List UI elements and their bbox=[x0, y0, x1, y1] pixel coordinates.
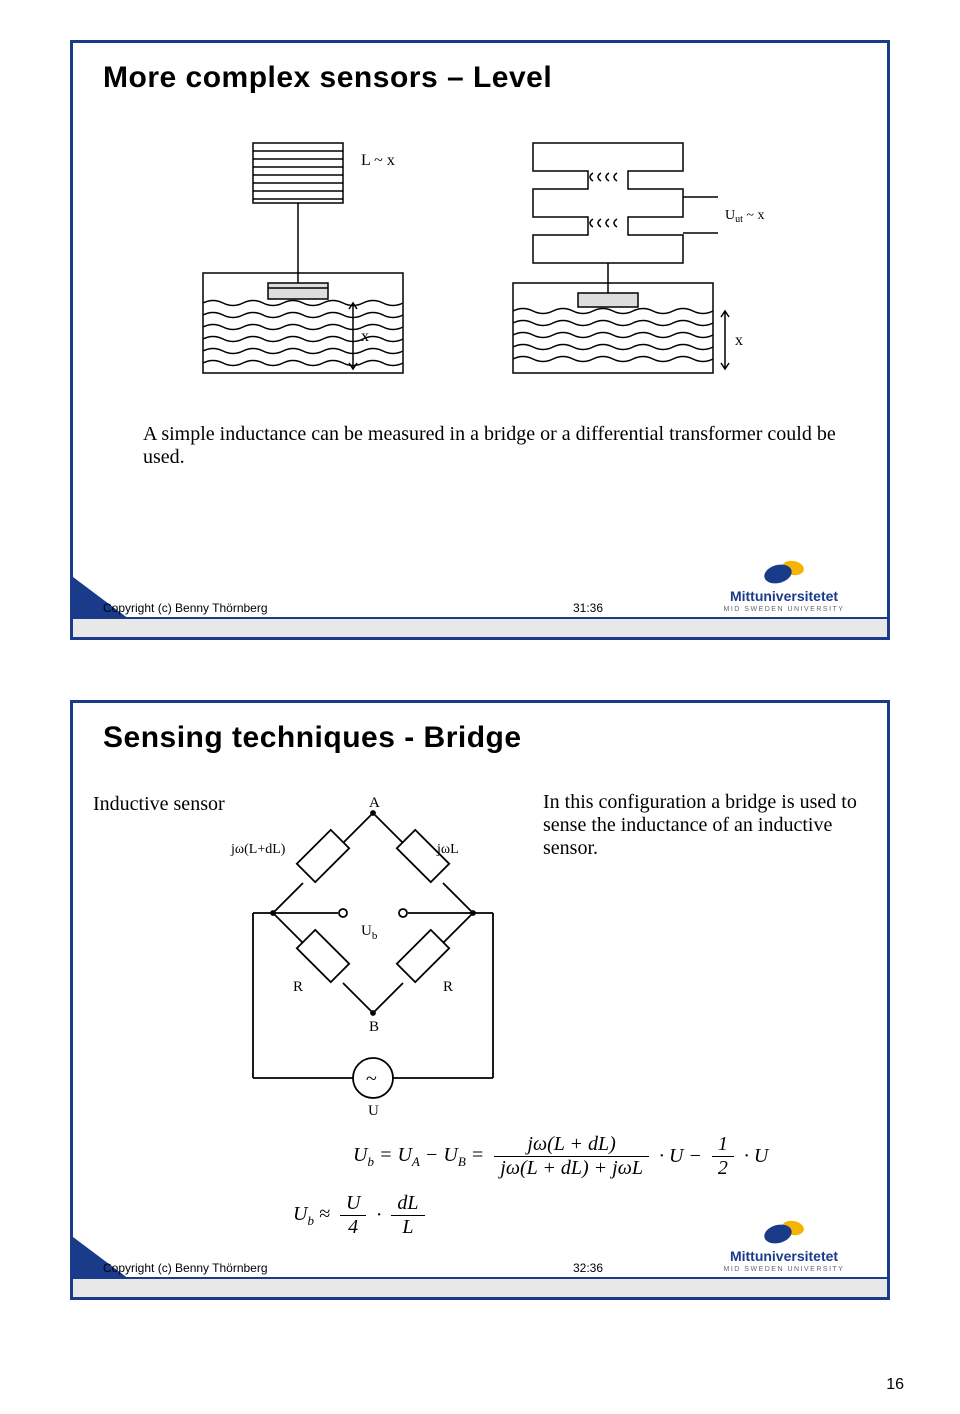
pagenum-2: 32:36 bbox=[573, 1261, 603, 1275]
pagenum-1: 31:36 bbox=[573, 601, 603, 615]
logo-name-1: Mittuniversitetet bbox=[699, 589, 869, 603]
eq2-mid: · bbox=[376, 1204, 381, 1227]
eq2-frac-2-num: dL bbox=[391, 1192, 424, 1215]
slide-1-figure: L ~ x x bbox=[173, 133, 773, 393]
footer-bar-1 bbox=[73, 617, 887, 637]
svg-text:Ub: Ub bbox=[361, 923, 378, 942]
x-label-left: x bbox=[361, 328, 369, 345]
eq2-frac-1-den: 4 bbox=[342, 1216, 364, 1239]
eq2-frac-2-den: L bbox=[396, 1216, 419, 1239]
logo-swoosh-icon-2 bbox=[764, 1221, 804, 1245]
eq-frac-1-den: jω(L + dL) + jωL bbox=[494, 1157, 649, 1180]
eq-frac-1: jω(L + dL) jω(L + dL) + jωL bbox=[494, 1133, 649, 1180]
eq-lhs: Ub = UA − UB = bbox=[353, 1144, 484, 1170]
copyright-1: Copyright (c) Benny Thörnberg bbox=[103, 601, 268, 615]
slide-1-body: A simple inductance can be measured in a… bbox=[143, 423, 843, 469]
svg-text:A: A bbox=[369, 795, 380, 811]
footer-bar-2 bbox=[73, 1277, 887, 1297]
slide-2-body: In this configuration a bridge is used t… bbox=[543, 791, 863, 860]
logo-name-2: Mittuniversitetet bbox=[699, 1249, 869, 1263]
logo-2: Mittuniversitetet MID SWEDEN UNIVERSITY bbox=[699, 1221, 869, 1273]
svg-text:jω(L+dL): jω(L+dL) bbox=[230, 842, 286, 857]
eq-frac-2: 1 2 bbox=[712, 1133, 734, 1180]
inductive-sensor-label: Inductive sensor bbox=[93, 793, 225, 816]
x-label-right: x bbox=[735, 332, 743, 349]
svg-text:R: R bbox=[293, 979, 303, 995]
inductor-label: L ~ x bbox=[361, 152, 395, 169]
eq-frac-2-den: 2 bbox=[712, 1157, 734, 1180]
slide-2-title: Sensing techniques - Bridge bbox=[103, 721, 522, 755]
equation-row-1: Ub = UA − UB = jω(L + dL) jω(L + dL) + j… bbox=[353, 1133, 873, 1180]
svg-text:~: ~ bbox=[366, 1068, 377, 1090]
svg-text:U: U bbox=[368, 1103, 379, 1119]
eq2-frac-2: dL L bbox=[391, 1192, 424, 1239]
slide-1: More complex sensors – Level bbox=[70, 40, 890, 640]
eq2-lhs: Ub ≈ bbox=[293, 1203, 330, 1229]
copyright-2: Copyright (c) Benny Thörnberg bbox=[103, 1261, 268, 1275]
eq2-frac-1-num: U bbox=[340, 1192, 366, 1215]
slide-2: Sensing techniques - Bridge Inductive se… bbox=[70, 700, 890, 1300]
level-sensor-diagram: L ~ x x bbox=[173, 133, 773, 393]
eq2-frac-1: U 4 bbox=[340, 1192, 366, 1239]
logo-sub-2: MID SWEDEN UNIVERSITY bbox=[699, 1266, 869, 1273]
logo-1: Mittuniversitetet MID SWEDEN UNIVERSITY bbox=[699, 561, 869, 613]
bridge-circuit-figure: A B jω(L+dL) jωL R R Ub ~ U bbox=[223, 793, 523, 1123]
svg-text:R: R bbox=[443, 979, 453, 995]
svg-text:jωL: jωL bbox=[436, 842, 459, 857]
bridge-diagram: A B jω(L+dL) jωL R R Ub ~ U bbox=[223, 793, 523, 1123]
uut-label: Uut ~ x bbox=[725, 208, 764, 225]
eq-tail: · U bbox=[744, 1145, 768, 1168]
logo-swoosh-icon bbox=[764, 561, 804, 585]
eq-frac-1-num: jω(L + dL) bbox=[521, 1133, 621, 1156]
slide-1-title: More complex sensors – Level bbox=[103, 61, 552, 95]
eq-frac-2-num: 1 bbox=[712, 1133, 734, 1156]
svg-text:B: B bbox=[369, 1019, 379, 1035]
eq-mid: · U − bbox=[659, 1145, 702, 1168]
page: More complex sensors – Level bbox=[0, 0, 960, 1414]
logo-sub-1: MID SWEDEN UNIVERSITY bbox=[699, 606, 869, 613]
page-number: 16 bbox=[886, 1376, 904, 1394]
